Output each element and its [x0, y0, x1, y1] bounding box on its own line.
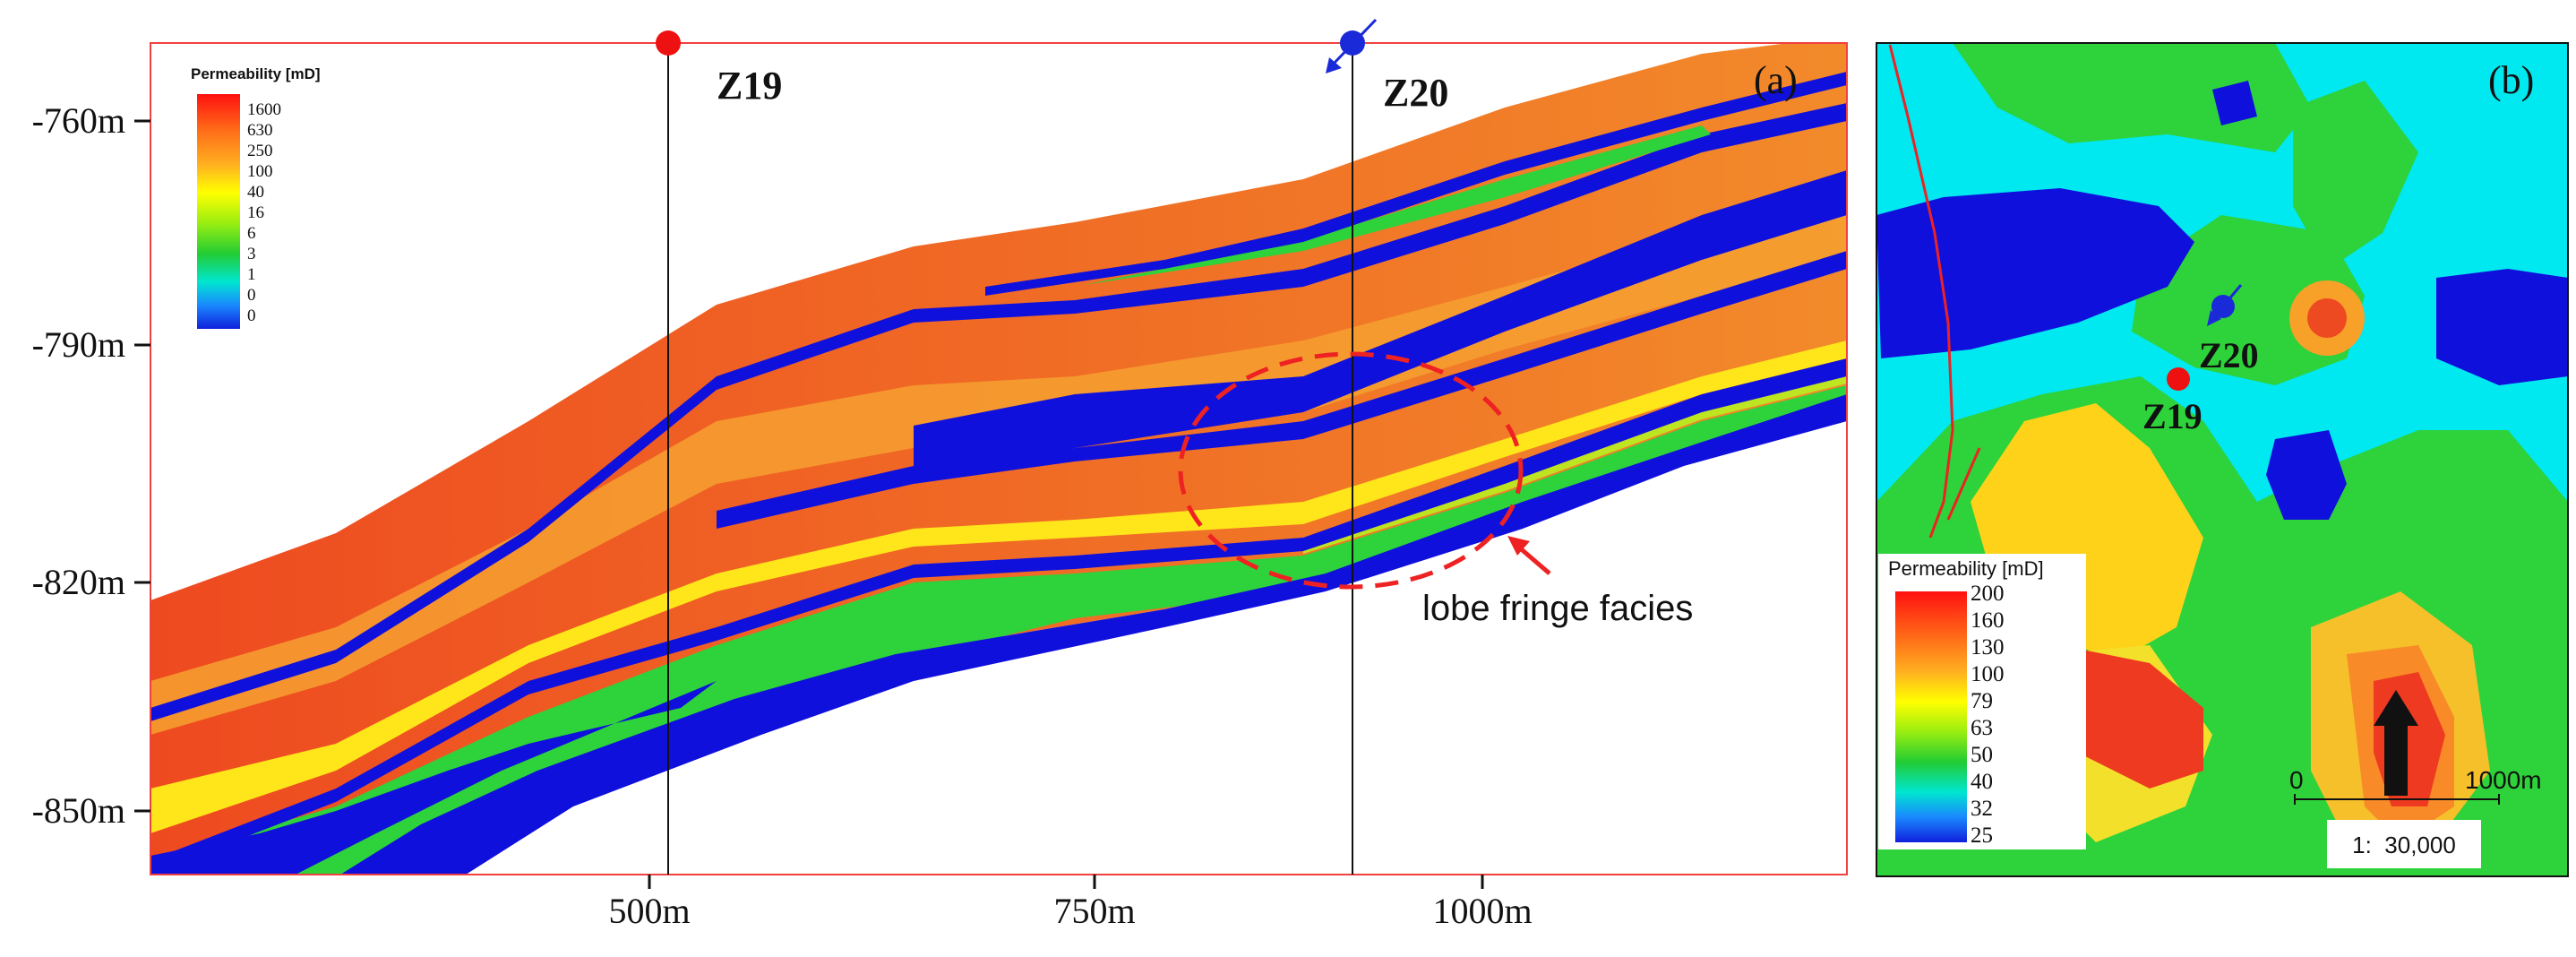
legend-b-entry: 200 — [1971, 582, 2005, 606]
layer-blue-base — [340, 394, 1847, 875]
map-blue-right — [2436, 269, 2568, 385]
layer-yellow-band — [150, 341, 1847, 833]
x-tick-label: 1000m — [1432, 891, 1532, 931]
legend-a-title: Permeability [mD] — [191, 65, 321, 82]
legend-a-entry: 40 — [247, 183, 264, 202]
map-panel: (b) Z20 Z19 Permeability [mD] 200 160 13… — [1876, 42, 2569, 877]
scale-ratio-box — [2327, 820, 2481, 868]
legend-b-entry: 63 — [1971, 716, 1993, 740]
fault-line — [1888, 44, 1954, 539]
layer-blue-lower-wedge — [150, 681, 717, 875]
well-z19-marker — [656, 30, 681, 56]
panel-a-label: (a) — [1754, 58, 1798, 102]
layer-green-zone — [150, 385, 1847, 875]
scale-bar-start: 0 — [2289, 766, 2304, 794]
legend-b-entry: 160 — [1971, 608, 2005, 633]
layer-yellow-green — [1303, 367, 1847, 554]
scale-bar-end: 1000m — [2465, 766, 2542, 794]
legend-a-entry: 1 — [247, 265, 256, 284]
layer-blue-streak-3 — [717, 251, 1847, 529]
y-tick-label: -760m — [32, 100, 125, 141]
well-z20-arrowhead-icon — [1326, 57, 1342, 73]
annotation-arrowhead-icon — [1507, 536, 1530, 556]
map-well-z20-arrowhead-icon — [2207, 310, 2221, 326]
legend-b: Permeability [mD] 200 160 130 100 79 63 … — [1878, 554, 2086, 849]
legend-b-entry: 25 — [1971, 823, 1993, 848]
scale-bar: 0 1000m 1: 30,000 — [2289, 766, 2542, 868]
legend-a-entry: 16 — [247, 203, 264, 222]
well-z20-arrow-icon — [1331, 18, 1378, 66]
map-well-z20-label: Z20 — [2199, 335, 2259, 375]
cross-section-panel: Z19 Z20 (a) -760m -790m -820m -850m 500m… — [32, 18, 1848, 931]
map-well-z19-marker — [2167, 367, 2190, 391]
legend-b-entry: 50 — [1971, 743, 1993, 767]
layer-blue-streak-2 — [914, 170, 1847, 475]
map-frame — [1876, 42, 2569, 877]
legend-a-entry: 630 — [247, 121, 273, 140]
legend-a-entry: 0 — [247, 286, 256, 305]
y-tick-label: -790m — [32, 324, 125, 365]
legend-a-entry: 6 — [247, 224, 256, 243]
lobe-fringe-ellipse — [1178, 351, 1524, 590]
map-blue-center — [2266, 430, 2347, 520]
legend-b-entry: 79 — [1971, 689, 1993, 713]
x-tick-label: 750m — [1053, 891, 1135, 931]
map-blue-top — [2212, 81, 2257, 125]
y-tick-label: -850m — [32, 790, 125, 831]
legend-a-entry: 1600 — [247, 100, 281, 119]
x-tick-label: 500m — [608, 891, 690, 931]
legend-b-entry: 40 — [1971, 770, 1993, 794]
layer-blue-streak-1 — [150, 103, 1847, 721]
legend-a-entry: 250 — [247, 142, 273, 160]
north-arrow-icon — [2374, 690, 2418, 796]
legend-a-colorbar — [197, 94, 240, 329]
map-green-right — [2293, 81, 2418, 269]
well-z20-label: Z20 — [1383, 71, 1448, 115]
legend-b-entry: 130 — [1971, 635, 2005, 660]
map-well-z20-arrow-icon — [2211, 284, 2243, 320]
legend-a-entry: 3 — [247, 245, 256, 263]
legend-b-entry: 100 — [1971, 662, 2005, 686]
legend-a-entry: 100 — [247, 162, 273, 181]
y-tick-label: -820m — [32, 562, 125, 602]
legend-a-labels: 1600 630 250 100 40 16 6 3 1 0 0 — [247, 100, 281, 325]
layer-green-wedge — [1084, 125, 1711, 285]
legend-a-entry: 0 — [247, 306, 256, 325]
panel-b-label: (b) — [2488, 58, 2534, 102]
map-red-spot — [2307, 298, 2347, 338]
legend-b-labels: 200 160 130 100 79 63 50 40 32 25 — [1971, 582, 2005, 848]
legend-b-entry: 32 — [1971, 797, 1993, 821]
annotation-label: lobe fringe facies — [1422, 589, 1693, 628]
well-z19-label: Z19 — [717, 64, 782, 108]
legend-a: Permeability [mD] 1600 630 250 100 40 16… — [183, 63, 389, 332]
y-axis: -760m -790m -820m -850m — [32, 100, 150, 831]
scale-ratio: 1: 30,000 — [2352, 832, 2456, 858]
legend-b-title: Permeability [mD] — [1888, 557, 2044, 580]
map-blue-left — [1876, 188, 2194, 358]
legend-b-colorbar — [1895, 591, 1967, 842]
cross-section-layers — [150, 43, 1847, 875]
layer-blue-wedge-upper — [985, 72, 1847, 296]
layer-blue-streak-4 — [150, 358, 1847, 874]
map-well-z19-label: Z19 — [2142, 396, 2202, 436]
annotation-arrow-icon — [1516, 545, 1551, 575]
cross-section-frame — [150, 42, 1848, 875]
map-green-right-2 — [2409, 448, 2544, 582]
x-axis: 500m 750m 1000m — [608, 875, 1533, 931]
fault-line-branch — [1946, 447, 1981, 521]
